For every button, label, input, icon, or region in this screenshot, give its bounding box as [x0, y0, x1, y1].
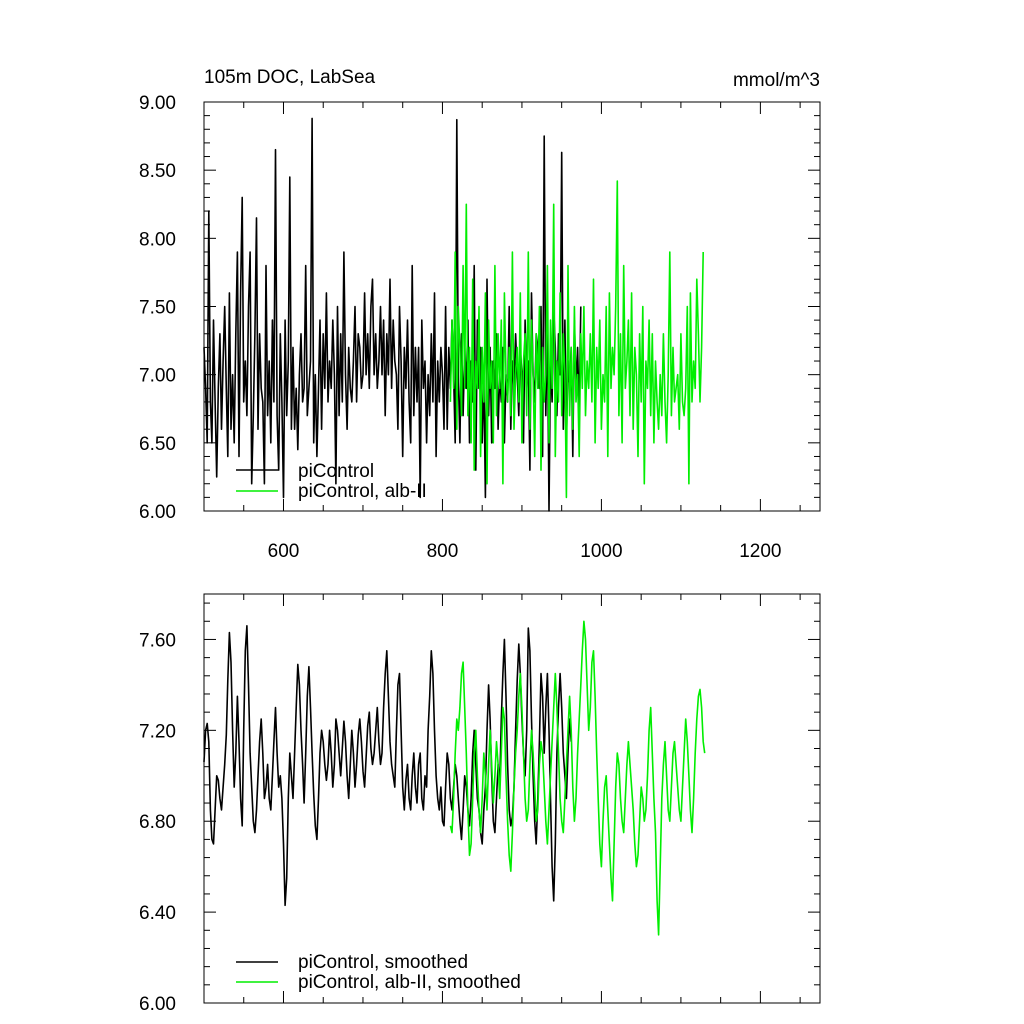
- bottom-axes: 6.00 6.40 6.80 7.20 7.60: [139, 593, 821, 1015]
- series-line-alb-ii: [449, 620, 706, 936]
- y-tick-label: 6.50: [139, 434, 176, 455]
- y-tick-label: 6.00: [139, 994, 176, 1015]
- top-axes: 6.00 6.50 7.00 7.50 8.00 8.50 9.00 600 800 1000 12…: [139, 93, 821, 562]
- plot-frame: [203, 593, 821, 1004]
- bottom-panel: 6.00 6.40 6.80 7.20 7.60 piControl, smoothed…: [139, 593, 821, 1015]
- y-tick-label: 8.50: [139, 161, 176, 182]
- bottom-series-group: [203, 620, 706, 936]
- x-tick-label: 800: [427, 541, 459, 562]
- y-tick-label: 7.00: [139, 366, 176, 387]
- legend-label-picontrol-smoothed: piControl, smoothed: [298, 952, 468, 973]
- y-tick-label: 7.50: [139, 298, 176, 319]
- series-line-picontrol: [203, 117, 582, 512]
- y-tick-label: 6.40: [139, 903, 176, 924]
- y-tick-label: 8.00: [139, 229, 176, 250]
- top-series-group: [203, 117, 704, 512]
- x-tick-label: 1200: [739, 541, 781, 562]
- legend-label-picontrol: piControl: [298, 461, 374, 482]
- legend-label-alb: piControl, alb-II: [298, 481, 427, 502]
- top-panel: 105m DOC, LabSea mmol/m^3 6.00 6.50 7.00 7.…: [139, 67, 821, 562]
- top-legend: piControl piControl, alb-II: [236, 461, 427, 502]
- series-line-alb-ii: [449, 180, 704, 499]
- y-tick-label: 9.00: [139, 93, 176, 114]
- chart-title: 105m DOC, LabSea: [204, 67, 376, 88]
- legend-label-alb-smoothed: piControl, alb-II, smoothed: [298, 972, 521, 993]
- bottom-legend: piControl, smoothed piControl, alb-II, s…: [236, 952, 521, 993]
- units-label: mmol/m^3: [733, 70, 820, 91]
- x-tick-label: 600: [268, 541, 300, 562]
- series-line-picontrol: [203, 624, 572, 907]
- x-tick-label: 1000: [580, 541, 622, 562]
- y-tick-label: 7.20: [139, 721, 176, 742]
- y-tick-label: 6.00: [139, 502, 176, 523]
- y-tick-label: 6.80: [139, 812, 176, 833]
- y-tick-label: 7.60: [139, 630, 176, 651]
